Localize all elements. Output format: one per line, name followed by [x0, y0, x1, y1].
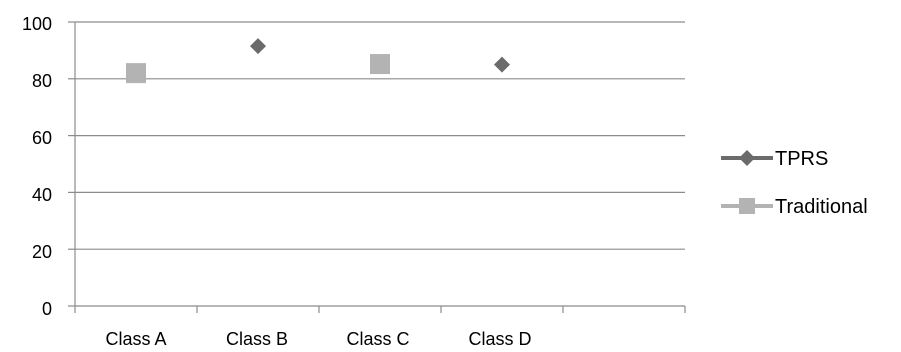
point-traditional-class-c — [370, 54, 390, 75]
legend-item-tprs: TPRS — [721, 148, 828, 170]
data-points — [126, 38, 510, 84]
gridlines — [75, 21, 685, 250]
point-tprs-class-d — [494, 56, 510, 73]
point-tprs-class-b — [250, 38, 266, 55]
axes — [68, 21, 686, 313]
point-traditional-class-a — [126, 63, 146, 84]
legend-item-traditional: Traditional — [721, 196, 868, 218]
x-tick-label-class-a: Class A — [105, 329, 166, 349]
legend-square-icon — [739, 198, 755, 214]
y-tick-label-40: 40 — [32, 185, 52, 205]
y-tick-label-20: 20 — [32, 242, 52, 262]
legend-label-traditional: Traditional — [775, 196, 868, 218]
x-tick-label-class-b: Class B — [226, 329, 288, 349]
y-tick-label-60: 60 — [32, 128, 52, 148]
x-tick-label-class-d: Class D — [468, 329, 531, 349]
y-tick-label-0: 0 — [42, 299, 52, 319]
legend: TPRS Traditional — [721, 148, 868, 218]
legend-diamond-icon — [739, 150, 755, 166]
x-axis-ticks: Class A Class B Class C Class D — [105, 329, 531, 349]
y-axis-ticks: 0 20 40 60 80 100 — [22, 14, 52, 319]
x-tick-label-class-c: Class C — [346, 329, 409, 349]
y-tick-label-100: 100 — [22, 14, 52, 34]
y-tick-label-80: 80 — [32, 71, 52, 91]
legend-label-tprs: TPRS — [775, 148, 828, 170]
